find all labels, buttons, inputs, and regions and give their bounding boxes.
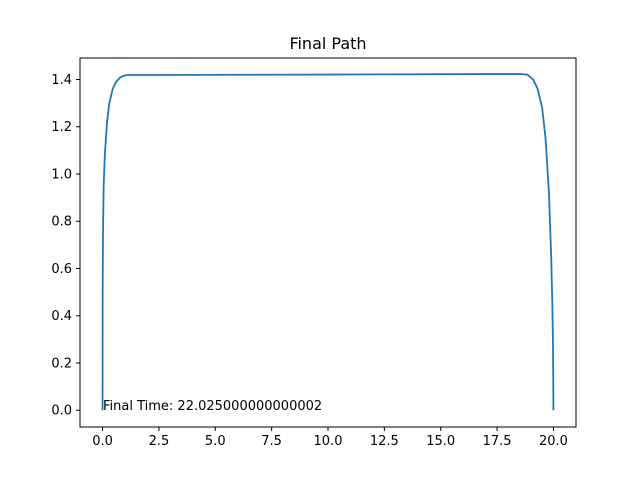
y-tick-label: 1.4 [51,73,72,88]
y-tick-label: 0.0 [51,404,72,419]
y-tick-label: 0.4 [51,309,72,324]
y-tick-label: 0.6 [51,262,72,277]
x-tick-label: 0.0 [92,434,113,449]
plot-frame [79,57,577,428]
series-line [101,73,555,411]
x-tick-label: 10.0 [314,434,343,449]
y-tick-label: 1.0 [51,167,72,182]
x-tick-label: 20.0 [539,434,568,449]
y-tick-label: 0.8 [51,215,72,230]
x-tick-label: 7.5 [261,434,282,449]
x-tick-label: 15.0 [426,434,455,449]
x-tick-label: 5.0 [205,434,226,449]
x-axis: 0.0 2.5 5.0 7.5 10.0 12.5 15.0 17.5 20.0 [92,427,568,449]
y-axis: 0.0 0.2 0.4 0.6 0.8 1.0 1.2 1.4 [51,73,80,419]
x-tick-label: 2.5 [149,434,170,449]
chart-title: Final Path [289,34,366,53]
y-tick-label: 0.2 [51,356,72,371]
y-tick-label: 1.2 [51,120,72,135]
x-tick-label: 17.5 [483,434,512,449]
final-time-annotation: Final Time: 22.025000000000002 [103,399,322,414]
x-tick-label: 12.5 [370,434,399,449]
